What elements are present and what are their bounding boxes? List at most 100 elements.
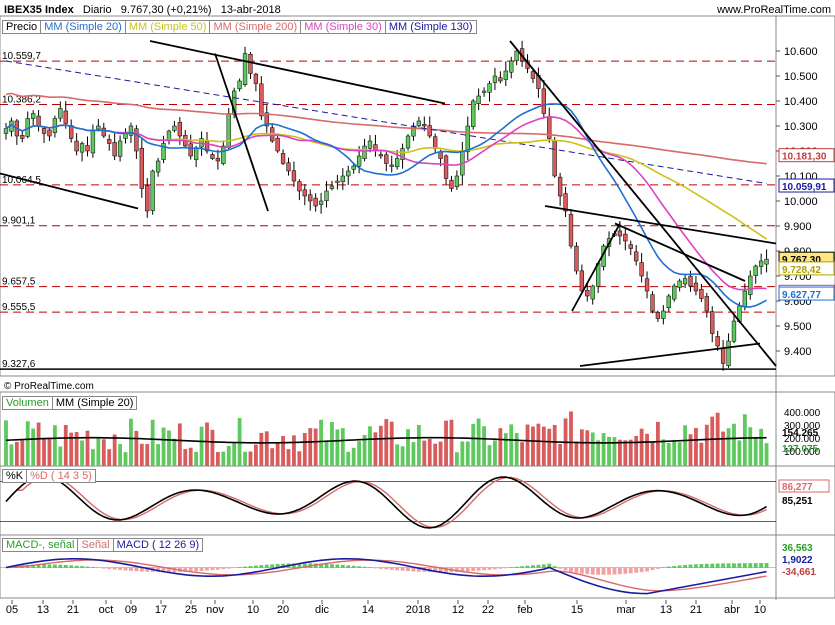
candle-body [107,139,112,144]
price-tick-label: 10.000 [784,196,818,208]
legend-sma30[interactable]: MM (Simple 30) [300,20,386,34]
macd-hist-bar [503,567,508,569]
macd-hist-bar [194,567,199,572]
macd-hist-bar [764,563,769,568]
stoch-legend: %K %D ( 14 3 5) [2,469,96,483]
price-tick-label: 10.600 [784,46,818,58]
candle-body [557,176,563,197]
legend-volume-sma[interactable]: MM (Simple 20) [51,396,138,410]
volume-bar [656,421,660,466]
volume-tag: 137.075 [782,444,819,455]
candle-body [117,140,123,157]
macd-hist-bar [96,567,101,569]
legend-volume[interactable]: Volumen [2,396,53,410]
legend-macd-hist[interactable]: MACD-, señal [2,538,79,552]
candle-body [634,251,639,262]
volume-bar [400,446,405,466]
x-tick-label: 10 [754,604,766,616]
volume-bar [737,440,742,466]
macd-hist-bar [139,567,144,572]
volume-bar [129,418,133,466]
candle-body [52,118,58,133]
value-tag: 9.627,77 [782,290,821,301]
volume-bar [482,426,486,466]
legend-macd-signal[interactable]: Señal [77,538,114,552]
macd-hist-bar [281,563,285,568]
macd-hist-bar [297,563,302,568]
candle-body [188,143,193,157]
macd-hist-bar [645,567,649,572]
volume-bar [384,419,389,466]
macd-tag: 1,9022 [782,555,813,566]
legend-sma50[interactable]: MM (Simple 50) [124,20,211,34]
x-tick-label: 12 [452,604,464,616]
candle-body [688,275,693,287]
legend-price[interactable]: Precio [2,20,42,34]
volume-bar [107,449,112,466]
macd-hist-bar [4,567,8,568]
volume-bar [764,443,769,466]
volume-bar [427,438,432,466]
level-label: 10.064,5 [2,175,41,186]
x-tick-label: mar [617,604,636,616]
volume-bar [476,418,481,466]
level-label: 10.386,2 [2,94,41,105]
macd-hist-bar [433,567,438,573]
candle-body [58,108,63,119]
candle-body [280,153,286,164]
legend-macd[interactable]: MACD ( 12 26 9) [112,538,204,552]
x-tick-label: 21 [690,604,702,616]
volume-bar [161,427,166,466]
candle-body [672,285,677,300]
macd-hist-bar [232,567,237,569]
legend-sma200[interactable]: MM (Simple 200) [209,20,302,34]
legend-stoch-d[interactable]: %D ( 14 3 5) [26,469,96,483]
volume-tag: 154.265 [782,428,819,439]
legend-sma130[interactable]: MM (Simple 130) [384,20,477,34]
volume-bar [118,444,122,466]
volume-bar [552,425,557,466]
candle-body [47,129,52,137]
candle-body [454,175,460,188]
candle-body [530,71,536,79]
volume-bar [52,425,57,466]
candle-body [139,148,144,189]
volume-bar [286,449,291,466]
price-tick-label: 9.500 [784,321,812,333]
macd-tag: 36,563 [782,543,813,554]
macd-hist-bar [732,563,736,568]
candle-body [264,112,269,127]
x-tick-label: 21 [67,604,79,616]
volume-bar [123,452,128,466]
value-tag: 9.767,30 [782,255,821,266]
macd-hist-bar [683,564,687,568]
candle-body [145,185,150,212]
candle-body [471,100,476,127]
volume-bar [368,426,372,466]
macd-hist-bar [373,567,378,569]
volume-bar [579,429,584,466]
macd-hist-bar [416,567,421,572]
volume-bar [574,441,579,466]
macd-hist-bar [237,567,242,568]
volume-bar [460,441,465,466]
volume-bar [525,424,530,466]
legend-stoch-k[interactable]: %K [2,469,28,483]
volume-bar [748,427,753,466]
macd-hist-bar [313,563,318,568]
volume-bar [139,443,144,466]
candle-body [720,347,726,364]
candle-body [63,110,68,124]
volume-bar [520,442,525,466]
macd-hist-bar [661,567,666,568]
volume-bar [215,452,220,466]
macd-hist-bar [531,565,535,568]
volume-bar [699,442,704,466]
volume-bar [710,416,715,466]
candle-body [286,162,291,172]
value-tag-box [778,148,835,163]
volume-bar [259,432,264,466]
legend-sma20[interactable]: MM (Simple 20) [40,20,126,34]
candle-body [623,233,628,242]
